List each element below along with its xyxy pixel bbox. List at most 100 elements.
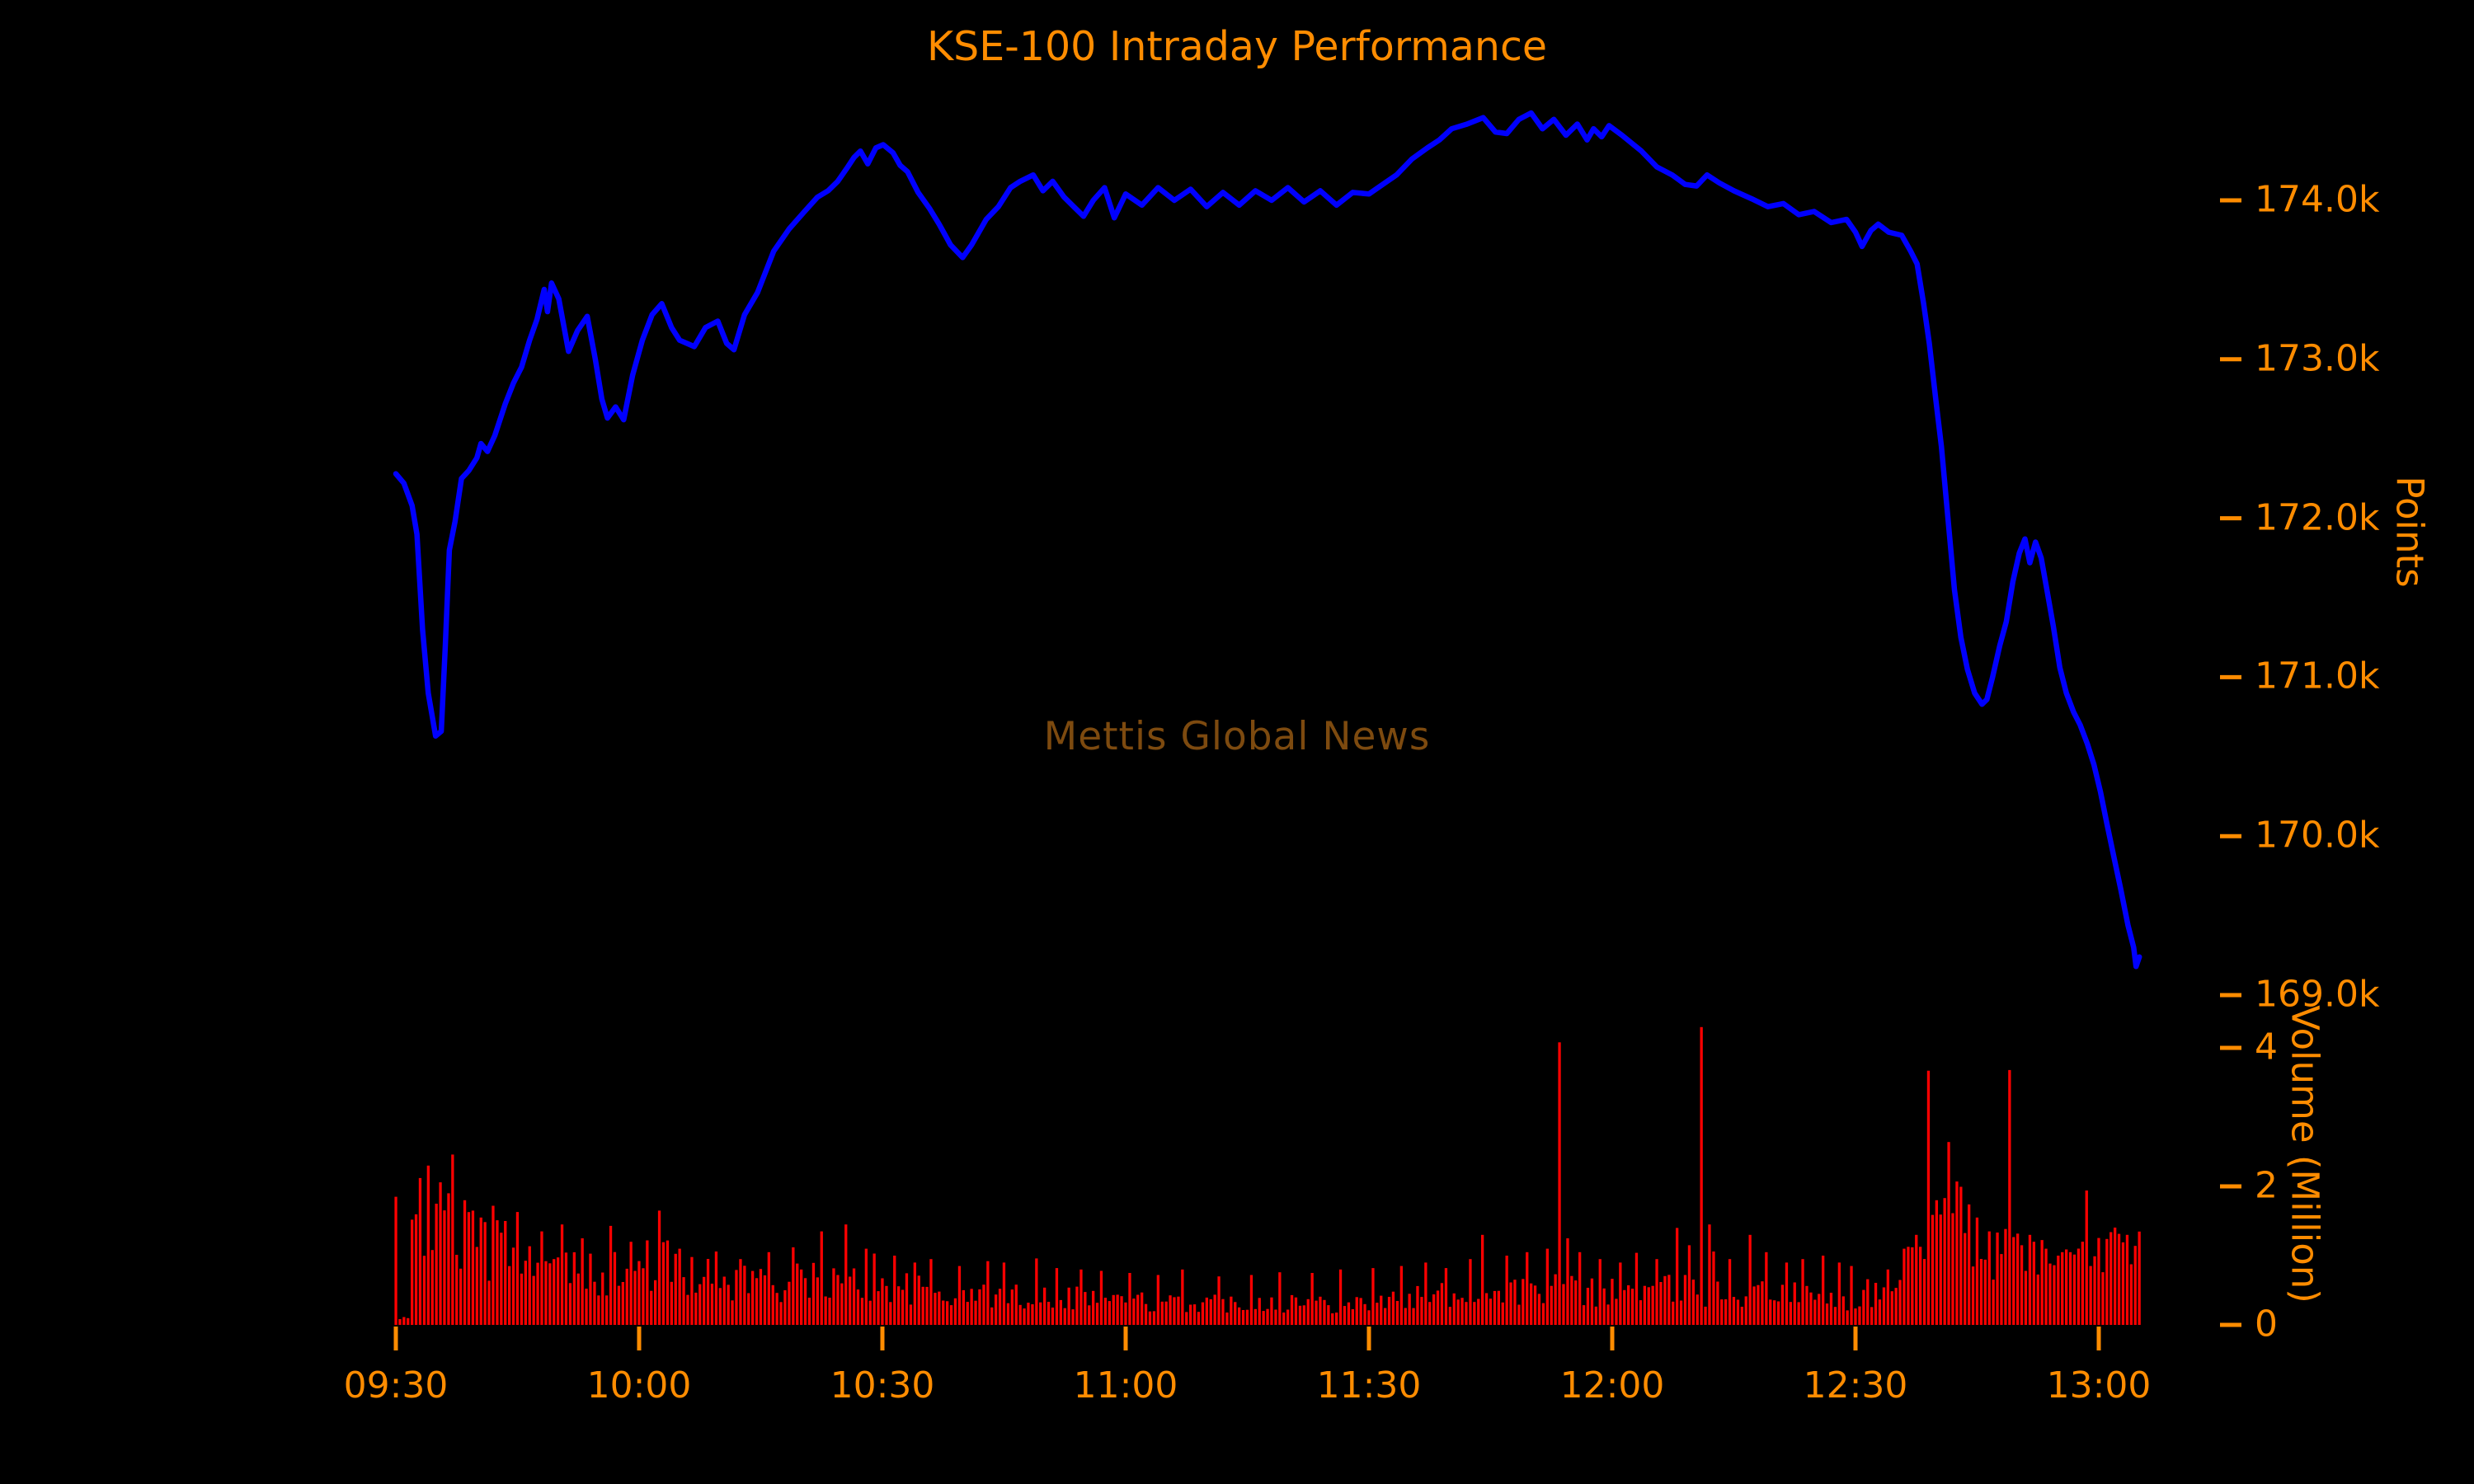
volume-bar (2024, 1270, 2028, 1325)
volume-bar (1979, 1259, 1983, 1325)
volume-bar (1919, 1247, 1922, 1325)
volume-bar (467, 1212, 471, 1325)
volume-bar (925, 1286, 929, 1325)
volume-bar (1338, 1269, 1343, 1325)
volume-bar (1854, 1308, 1857, 1325)
volume-bar (942, 1300, 945, 1325)
volume-bar (1554, 1274, 1557, 1325)
volume-bar (1444, 1268, 1448, 1325)
volume-bar (1473, 1302, 1476, 1325)
volume-bar (666, 1240, 670, 1325)
volume-bar (654, 1280, 657, 1325)
volume-axis-title: Volume (Million) (2283, 1005, 2327, 1303)
volume-bar (1659, 1282, 1663, 1325)
volume-bar (1870, 1307, 1874, 1325)
volume-bar (625, 1268, 628, 1325)
volume-bar (455, 1255, 459, 1325)
volume-bar (1059, 1299, 1062, 1325)
volume-bar (661, 1242, 666, 1325)
volume-bar (528, 1246, 531, 1325)
volume-bar (2008, 1069, 2011, 1325)
volume-bar (1773, 1300, 1776, 1325)
volume-bar (1201, 1302, 1205, 1325)
price-tick-label: 170.0k (2255, 814, 2380, 857)
volume-bar (1270, 1297, 1273, 1325)
volume-bar (682, 1277, 685, 1325)
volume-bar (1619, 1262, 1622, 1325)
x-tick-label: 12:30 (1803, 1364, 1908, 1407)
volume-bar (1391, 1291, 1395, 1325)
volume-bar (995, 1294, 998, 1325)
volume-bar (1302, 1305, 1305, 1325)
volume-bar (722, 1276, 726, 1325)
volume-bar (905, 1273, 909, 1325)
volume-bar (811, 1262, 816, 1325)
volume-bar (1615, 1298, 1618, 1325)
volume-bar (1185, 1312, 1188, 1325)
volume-bar (1181, 1269, 1184, 1325)
volume-bar (597, 1295, 600, 1325)
volume-bar (2061, 1252, 2064, 1325)
volume-bar (913, 1262, 916, 1325)
volume-bar (1234, 1302, 1237, 1325)
volume-bar (2020, 1245, 2024, 1325)
volume-bar (998, 1289, 1002, 1325)
volume-bar (581, 1238, 584, 1325)
volume-bar (1837, 1262, 1841, 1325)
volume-bar (743, 1266, 746, 1325)
volume-bar (1676, 1228, 1679, 1325)
volume-bar (1266, 1308, 1269, 1325)
volume-bar (1327, 1305, 1330, 1325)
volume-bar (2048, 1263, 2052, 1325)
volume-bar (572, 1252, 576, 1325)
volume-bar (670, 1281, 673, 1325)
volume-bar (800, 1269, 803, 1325)
volume-bar (418, 1177, 422, 1325)
volume-bar (508, 1266, 511, 1325)
volume-bar (1785, 1262, 1789, 1325)
volume-bar (1315, 1300, 1318, 1325)
volume-bar (1253, 1308, 1257, 1325)
volume-bar (1586, 1288, 1590, 1325)
volume-bar (1740, 1307, 1743, 1325)
volume-bar (1545, 1248, 1549, 1325)
volume-bar (1611, 1279, 1614, 1325)
volume-bar (1789, 1302, 1792, 1325)
volume-bar (540, 1231, 543, 1325)
volume-bar (779, 1302, 783, 1325)
volume-bar (1947, 1142, 1950, 1325)
volume-bar (828, 1298, 831, 1325)
volume-bar (1903, 1248, 1906, 1325)
volume-bar (974, 1300, 977, 1325)
volume-bar (1164, 1301, 1168, 1325)
volume-bar (1192, 1304, 1197, 1325)
volume-bar (548, 1263, 552, 1325)
volume-bar (1456, 1299, 1460, 1325)
volume-bar (1404, 1308, 1407, 1325)
volume-bar (1424, 1262, 1427, 1325)
volume-bar (1238, 1307, 1241, 1325)
volume-bar (1720, 1299, 1724, 1325)
volume-bar (1452, 1293, 1456, 1325)
volume-bar (459, 1268, 463, 1325)
volume-bar (897, 1286, 901, 1325)
volume-bar (532, 1275, 535, 1325)
volume-bar (836, 1275, 840, 1325)
volume-bar (1550, 1285, 1553, 1325)
volume-bar (426, 1165, 430, 1325)
volume-bar (1156, 1275, 1159, 1325)
volume-bar (849, 1276, 852, 1325)
volume-bar (1209, 1298, 1212, 1325)
volume-bar (585, 1289, 588, 1325)
volume-bar (601, 1272, 604, 1325)
volume-bar (492, 1205, 495, 1325)
volume-bar (1822, 1256, 1825, 1325)
volume-bar (2057, 1256, 2060, 1325)
volume-bar (1152, 1311, 1156, 1325)
volume-bar (957, 1266, 962, 1325)
volume-bar (1623, 1289, 1626, 1325)
volume-bar (1043, 1287, 1047, 1325)
volume-bar (783, 1290, 787, 1325)
volume-bar (1294, 1297, 1298, 1325)
